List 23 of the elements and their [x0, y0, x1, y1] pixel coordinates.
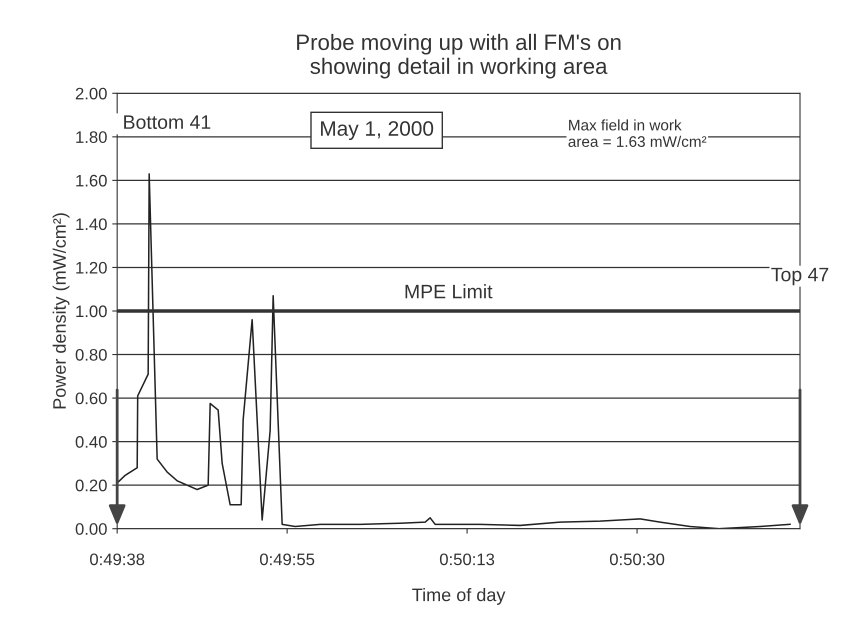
y-tick-label: 0.20 [76, 480, 107, 492]
y-tick-label: 0.00 [76, 523, 107, 535]
x-tick-label: 0:49:38 [90, 553, 144, 566]
y-tick-label: 1.60 [76, 174, 107, 187]
annotation: Bottom 41 [124, 115, 210, 129]
ref-line-label: MPE Limit [406, 284, 492, 298]
y-tick-label: 1.80 [76, 131, 107, 144]
x-tick-label: 0:50:13 [440, 553, 494, 566]
y-axis-title: Power density (mW/cm²) [52, 213, 70, 408]
chart-title: Probe moving up with all FM's on showing detail in working area [297, 34, 620, 78]
x-tick-label: 0:50:30 [610, 553, 664, 566]
y-tick-label: 1.00 [76, 305, 107, 318]
y-tick-label: 1.20 [76, 262, 107, 274]
y-tick-label: 0.60 [76, 392, 107, 404]
annotation: Top 47 [771, 268, 828, 286]
x-tick-label: 0:49:55 [260, 553, 314, 566]
y-tick-label: 2.00 [76, 88, 107, 100]
y-tick-label: 1.40 [76, 218, 107, 230]
y-tick-label: 0.80 [76, 348, 107, 361]
y-tick-label: 0.40 [76, 436, 107, 448]
annotation: Max field in work area = 1.63 mW/cm² [568, 119, 706, 147]
annotation: May 1, 2000 [321, 121, 434, 140]
x-axis-title: Time of day [412, 588, 506, 605]
